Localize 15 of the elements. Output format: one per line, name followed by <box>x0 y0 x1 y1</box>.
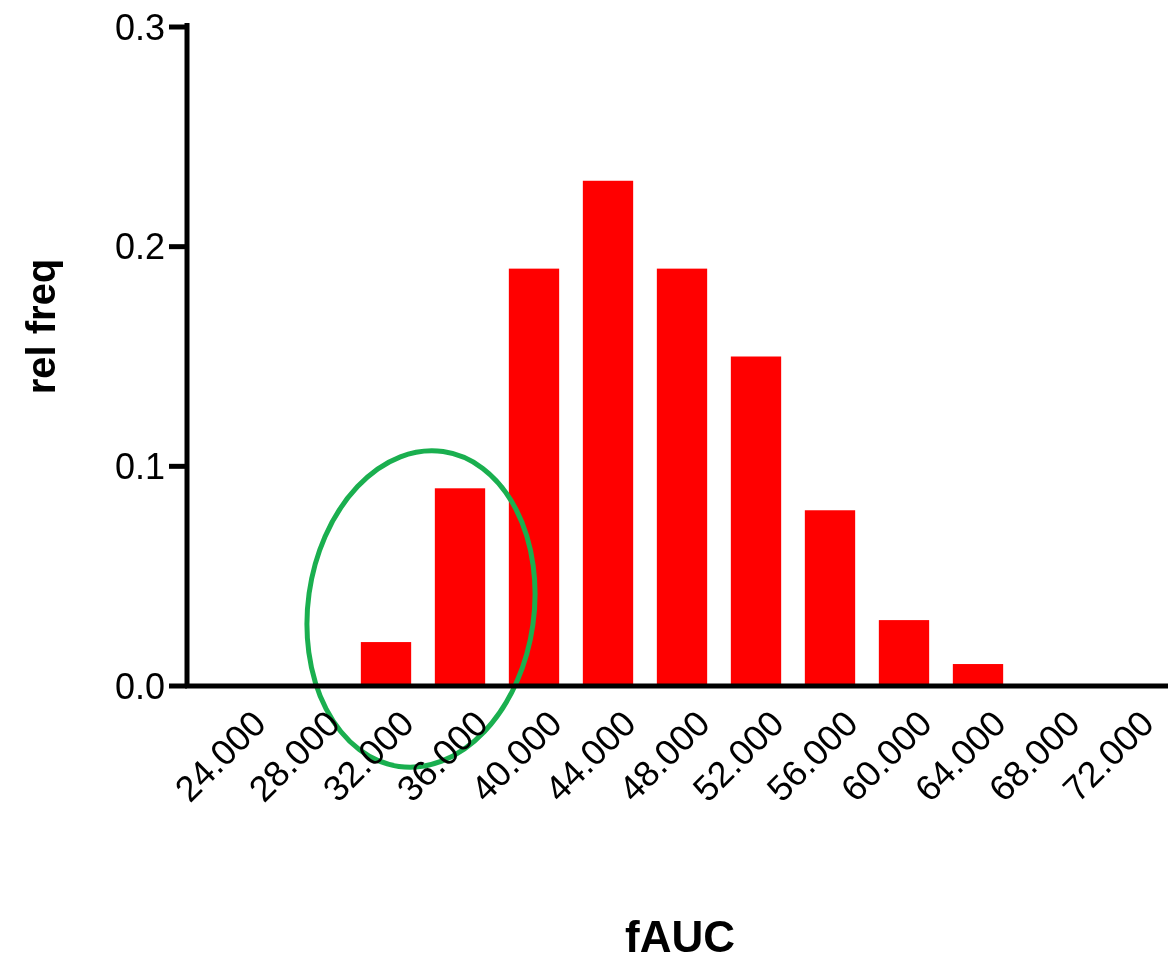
y-tick-label: 0.3 <box>114 6 165 48</box>
bar <box>582 180 634 686</box>
bar <box>804 510 856 686</box>
x-axis-title: fAUC <box>625 912 735 961</box>
y-axis-title: rel freq <box>19 258 63 395</box>
bar <box>434 488 486 686</box>
y-tick-label: 0.2 <box>114 226 165 268</box>
bar <box>730 356 782 686</box>
bar <box>878 620 930 686</box>
bar <box>360 642 412 686</box>
y-tick-label: 0.1 <box>114 445 165 487</box>
bar <box>508 268 560 686</box>
bar <box>952 664 1004 686</box>
y-tick-label: 0.0 <box>114 665 165 707</box>
bar <box>656 268 708 686</box>
